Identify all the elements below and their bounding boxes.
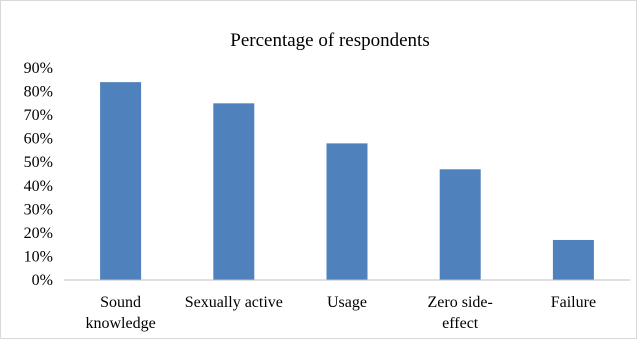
x-category-label: Zero side-effect bbox=[428, 294, 493, 332]
y-tick-label: 80% bbox=[24, 84, 53, 101]
y-tick-label: 10% bbox=[24, 248, 53, 265]
bar bbox=[326, 143, 368, 280]
x-category-label-line: Usage bbox=[327, 294, 367, 311]
y-tick-label: 0% bbox=[32, 272, 53, 289]
bar bbox=[100, 82, 142, 280]
y-tick-label: 90% bbox=[24, 60, 53, 77]
y-tick-label: 40% bbox=[24, 178, 53, 195]
x-category-label-line: Sexually active bbox=[185, 294, 283, 311]
y-tick-label: 30% bbox=[24, 201, 53, 218]
x-axis-labels: Sound knowledge Sexually active Usage Zero s… bbox=[85, 294, 596, 332]
x-category-label: Sound knowledge bbox=[85, 294, 155, 332]
chart-title: Percentage of respondents bbox=[230, 30, 429, 51]
x-category-label-line: Zero side- bbox=[428, 294, 493, 311]
x-category-label: Usage bbox=[327, 294, 367, 311]
y-tick-label: 20% bbox=[24, 225, 53, 242]
x-category-label-line: Failure bbox=[551, 294, 596, 311]
y-tick-label: 60% bbox=[24, 131, 53, 148]
bar bbox=[439, 169, 481, 280]
x-category-label: Sexually active bbox=[185, 294, 283, 311]
x-category-label: Failure bbox=[551, 294, 596, 311]
y-axis-ticks: 0% 10% 20% 30% 40% 50% 60% 70% 80% 90% bbox=[24, 60, 53, 289]
y-tick-label: 70% bbox=[24, 107, 53, 124]
x-category-label-line: knowledge bbox=[85, 315, 155, 332]
bar bbox=[213, 103, 255, 280]
bar bbox=[552, 239, 594, 280]
x-category-label-line: Sound bbox=[100, 294, 141, 311]
bars bbox=[100, 82, 594, 280]
x-category-label-line: effect bbox=[442, 315, 479, 332]
y-tick-label: 50% bbox=[24, 154, 53, 171]
